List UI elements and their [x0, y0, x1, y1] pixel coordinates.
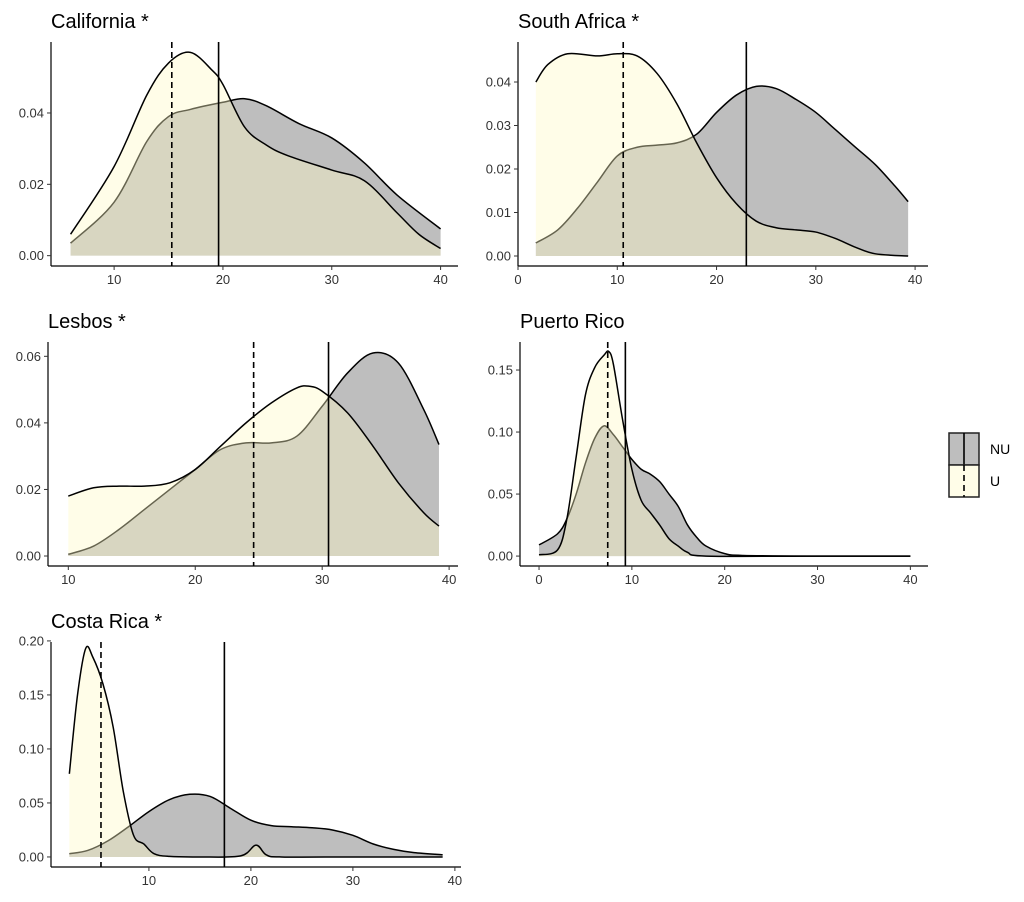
- x-tick-label: 10: [107, 272, 121, 287]
- panel-title: California *: [51, 11, 149, 33]
- x-tick-label: 10: [625, 572, 639, 587]
- panel-lesbos: Lesbos * 10 20 30 40 0.00 0.02 0.04 0.06: [16, 311, 458, 587]
- x-tick-label: 20: [709, 272, 723, 287]
- y-tick-label: 0.04: [486, 75, 511, 90]
- y-tick-label: 0.02: [16, 482, 41, 497]
- legend: NU U: [948, 432, 1010, 498]
- x-tick-label: 0: [514, 272, 521, 287]
- x-tick-label: 40: [903, 572, 917, 587]
- y-tick-label: 0.00: [488, 549, 513, 564]
- panel-south-africa: South Africa * 0 10 20 30 40 0.00 0.01 0.02 0.03 0…: [486, 11, 928, 287]
- x-tick-label: 40: [908, 272, 922, 287]
- panel-title: South Africa *: [518, 11, 639, 33]
- x-tick-label: 20: [244, 873, 258, 888]
- y-tick-label: 0.10: [488, 425, 513, 440]
- density-line-nu: [538, 425, 911, 557]
- density-line-nu: [535, 85, 909, 244]
- x-tick-label: 30: [325, 272, 339, 287]
- legend-label-nu: NU: [990, 441, 1010, 457]
- panel-puerto-rico: Puerto Rico 0 10 20 30 40 0.00 0.05 0.10 0.15: [488, 311, 928, 587]
- y-tick-label: 0.02: [19, 177, 44, 192]
- x-tick-label: 10: [61, 572, 75, 587]
- density-area-nu: [539, 425, 911, 557]
- x-tick-label: 40: [448, 873, 462, 888]
- density-area-nu: [535, 85, 909, 256]
- x-tick-label: 20: [188, 572, 202, 587]
- y-tick-label: 0.00: [486, 248, 511, 263]
- y-tick-label: 0.00: [19, 248, 44, 263]
- x-tick-label: 30: [809, 272, 823, 287]
- x-tick-label: 40: [433, 272, 447, 287]
- density-line-nu: [70, 97, 442, 244]
- x-tick-label: 10: [142, 873, 156, 888]
- y-tick-label: 0.02: [486, 162, 511, 177]
- y-tick-label: 0.10: [19, 741, 44, 756]
- y-tick-label: 0.04: [16, 415, 41, 430]
- density-area-u: [68, 385, 439, 557]
- x-tick-label: 40: [442, 572, 456, 587]
- panel-title: Costa Rica *: [51, 611, 162, 633]
- panel-title: Lesbos *: [48, 311, 126, 333]
- x-tick-label: 30: [346, 873, 360, 888]
- density-area-u: [70, 52, 441, 256]
- y-tick-label: 0.01: [486, 205, 511, 220]
- density-line-nu: [69, 793, 443, 856]
- y-tick-label: 0.00: [16, 549, 41, 564]
- density-line-u: [68, 645, 443, 858]
- y-tick-label: 0.05: [19, 795, 44, 810]
- density-line-nu: [68, 351, 440, 556]
- x-tick-label: 0: [535, 572, 542, 587]
- panel-costa-rica: Costa Rica * 10 20 30 40 0.00 0.05 0.10 0.15 0.20: [19, 611, 462, 888]
- legend-label-u: U: [990, 473, 1000, 489]
- density-line-u: [69, 51, 441, 250]
- density-area-nu: [70, 98, 441, 256]
- panel-title: Puerto Rico: [520, 311, 625, 333]
- y-tick-label: 0.03: [486, 118, 511, 133]
- density-area-u: [69, 646, 443, 858]
- x-tick-label: 20: [717, 572, 731, 587]
- density-area-nu: [69, 794, 443, 857]
- density-line-u: [68, 385, 440, 527]
- y-tick-label: 0.15: [488, 363, 513, 378]
- panel-california: California * 10 20 30 40 0.00 0.02 0.04: [19, 11, 458, 287]
- x-tick-label: 10: [610, 272, 624, 287]
- y-tick-label: 0.06: [16, 349, 41, 364]
- y-tick-label: 0.15: [19, 687, 44, 702]
- y-tick-label: 0.00: [19, 849, 44, 864]
- y-tick-label: 0.05: [488, 487, 513, 502]
- y-tick-label: 0.20: [19, 633, 44, 648]
- y-tick-label: 0.04: [19, 105, 44, 120]
- density-area-u: [535, 53, 909, 256]
- density-line-u: [538, 350, 911, 558]
- density-area-u: [539, 350, 911, 557]
- x-tick-label: 30: [810, 572, 824, 587]
- density-line-u: [535, 52, 909, 257]
- x-tick-label: 30: [315, 572, 329, 587]
- x-tick-label: 20: [216, 272, 230, 287]
